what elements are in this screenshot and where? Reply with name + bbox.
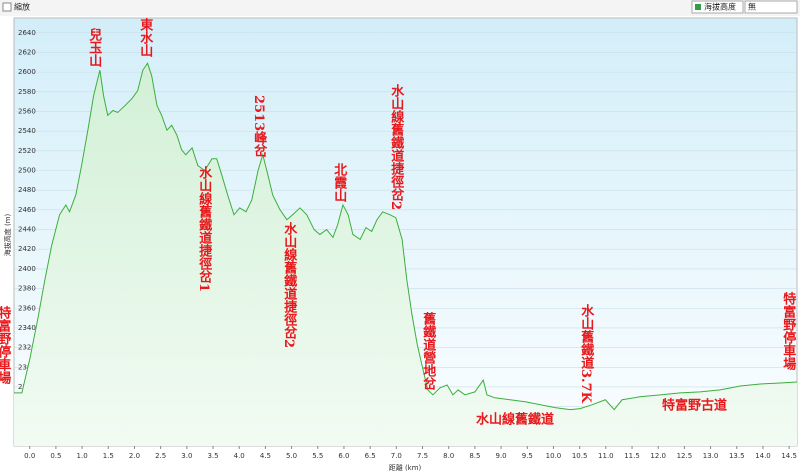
annotation: 水山舊鐵道3.7K (578, 303, 594, 403)
zoom-label: 縮放 (14, 2, 30, 12)
second-select-label: 無 (748, 2, 756, 12)
y-tick-label: 2520 (18, 147, 36, 155)
x-tick-label: 4.0 (234, 452, 245, 460)
x-tick-label: 14.5 (781, 452, 797, 460)
line (14, 62, 798, 411)
x-tick-label: 3.0 (181, 452, 192, 460)
series-select[interactable] (691, 0, 744, 14)
x-tick-label: 8.0 (443, 452, 454, 460)
x-tick-label: 10.5 (572, 452, 588, 460)
x-tick-label: 7.5 (417, 452, 428, 460)
annotation: 兒玉山 (86, 27, 102, 68)
annotation: 2513峰岔 (251, 95, 267, 158)
annotation: 東水山 (137, 17, 153, 58)
y-tick-label: 2480 (18, 186, 36, 194)
x-tick-label: 11.5 (624, 452, 640, 460)
y-tick-label: 2460 (18, 206, 36, 214)
x-tick-label: 8.5 (469, 452, 480, 460)
x-tick-label: 12.5 (677, 452, 693, 460)
y-tick-label: 2560 (18, 107, 36, 115)
area (14, 63, 797, 447)
x-tick-label: 6.0 (338, 452, 349, 460)
x-tick-label: 1.5 (103, 452, 114, 460)
x-tick-label: 14.0 (755, 452, 771, 460)
x-tick-label: 10.0 (546, 452, 562, 460)
x-tick-label: 2.5 (155, 452, 166, 460)
annotation: 水山線舊鐵道 (476, 412, 554, 428)
x-tick-label: 13.0 (703, 452, 719, 460)
x-tick-label: 5.0 (286, 452, 297, 460)
x-tick-label: 12.0 (650, 452, 666, 460)
y-axis-label: 海拔高度 (m) (3, 213, 12, 256)
annotation: 特富野古道 (662, 398, 727, 414)
x-tick-label: 4.5 (260, 452, 271, 460)
y-tick-label: 2320 (18, 344, 36, 352)
y-tick-label: 2420 (18, 245, 36, 253)
y-tick-label: 2360 (18, 304, 36, 312)
annotation: 舊鐵道營地岔 (420, 311, 436, 390)
series-select-label: 海拔高度 (704, 2, 736, 12)
y-tick-label: 2340 (18, 324, 36, 332)
x-tick-label: 2.0 (129, 452, 140, 460)
x-tick-label: 0.0 (24, 452, 35, 460)
x-axis-label: 距離 (km) (389, 463, 422, 472)
y-tick-label: 2440 (18, 226, 36, 234)
x-tick-label: 3.5 (207, 452, 218, 460)
annotation: 特富野停車場 (0, 305, 11, 385)
y-tick-label: 2300 (18, 363, 36, 371)
y-tick-label: 2540 (18, 127, 36, 135)
y-tick-label: 2600 (18, 68, 36, 76)
y-tick-label: 2640 (18, 29, 36, 37)
annotation: 水山線舊鐵道捷徑岔1 (196, 165, 213, 292)
annotation: 北霞山 (331, 163, 347, 203)
x-tick-label: 1.0 (77, 452, 88, 460)
series-swatch (695, 4, 701, 10)
toolbar (0, 0, 800, 16)
y-tick-label: 2620 (18, 48, 36, 56)
second-select[interactable] (744, 0, 798, 14)
y-tick-label: 2580 (18, 88, 36, 96)
y-tick-label: 2500 (18, 167, 36, 175)
x-tick-label: 11.0 (598, 452, 614, 460)
x-tick-label: 9.5 (522, 452, 533, 460)
y-tick-label: 2400 (18, 265, 36, 273)
x-tick-label: 9.0 (496, 452, 507, 460)
annotation: 水山線舊鐵道捷徑岔2 (281, 221, 298, 348)
x-tick-label: 7.0 (391, 452, 402, 460)
annotation: 特富野停車場 (780, 291, 796, 371)
x-tick-label: 0.5 (50, 452, 61, 460)
x-tick-label: 5.5 (312, 452, 323, 460)
zoom-checkbox[interactable] (2, 2, 12, 12)
y-tick-label: 2380 (18, 285, 36, 293)
x-tick-label: 6.5 (365, 452, 376, 460)
annotation: 水山線舊鐵道捷徑岔2 (388, 83, 405, 210)
x-tick-label: 13.5 (729, 452, 745, 460)
